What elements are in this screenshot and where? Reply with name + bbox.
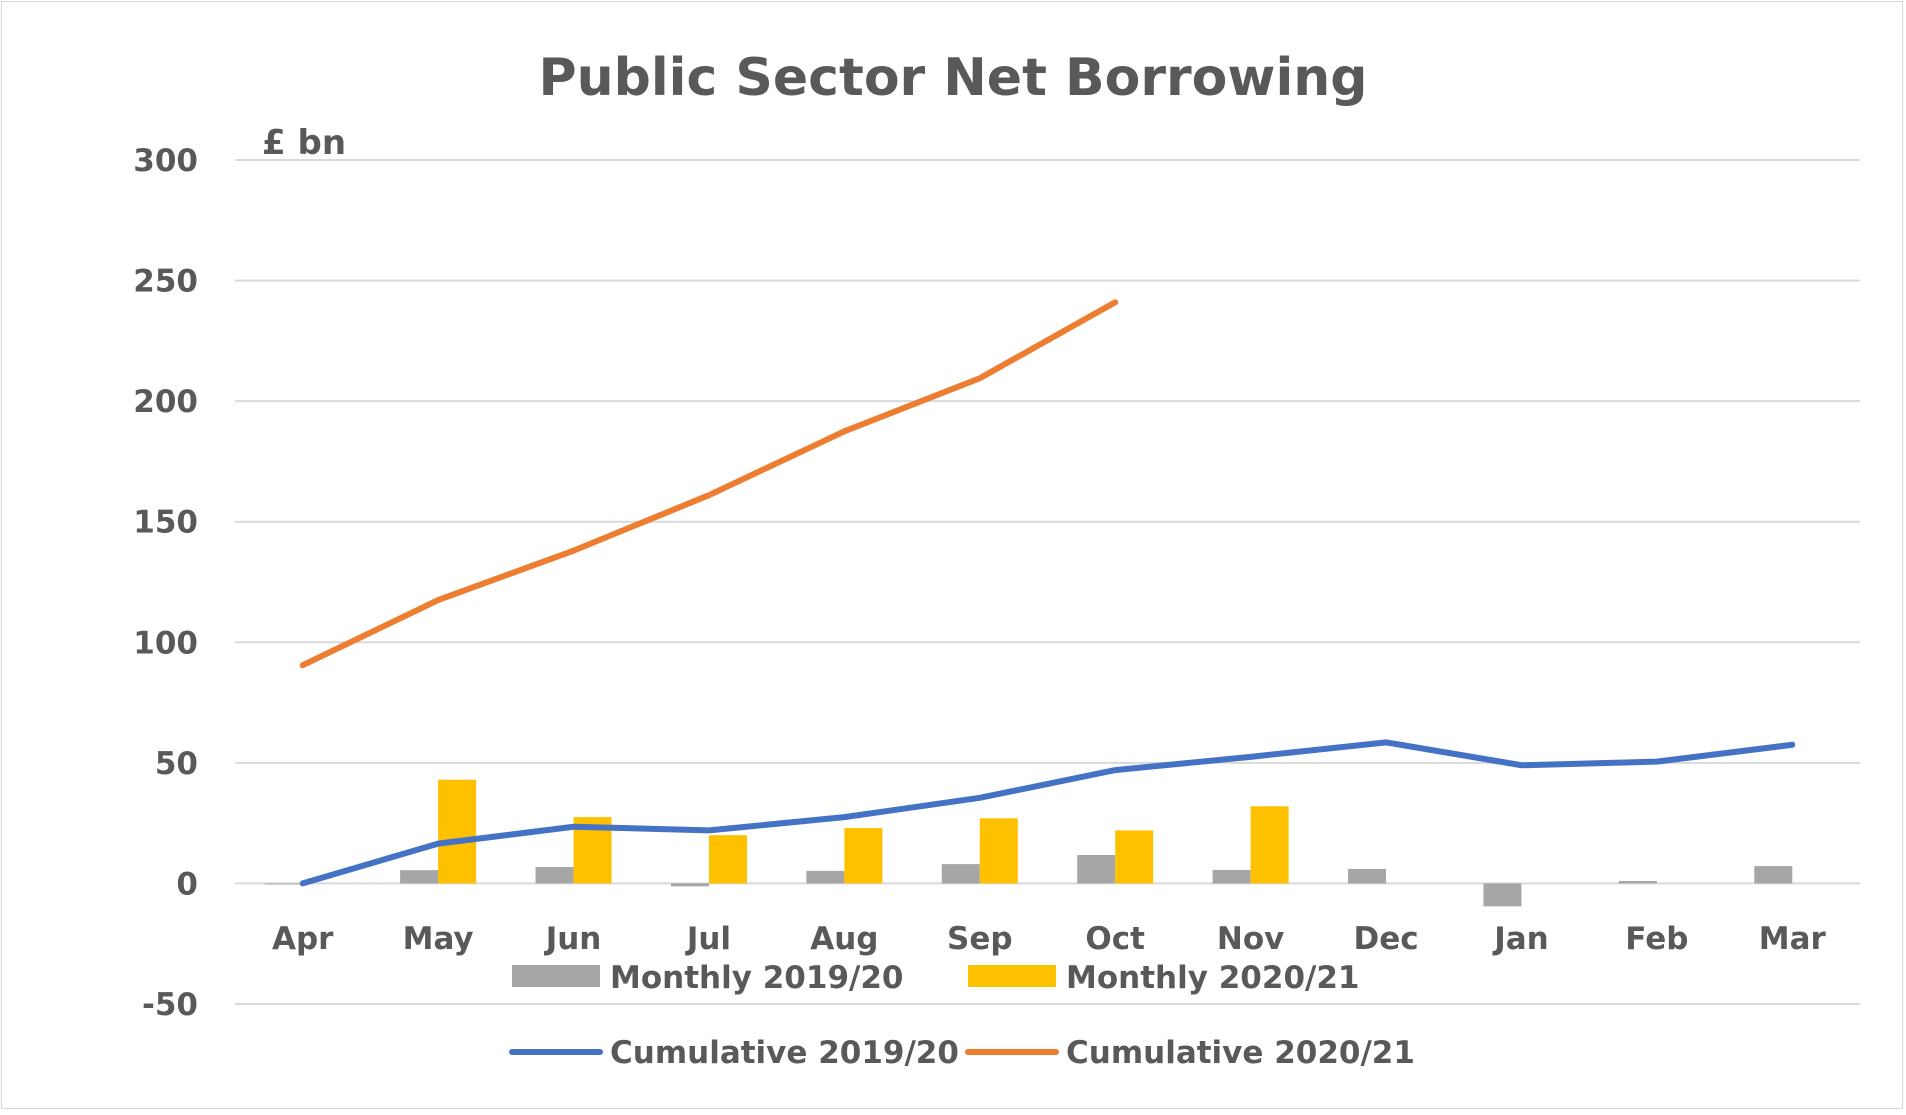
bar (1754, 866, 1793, 884)
legend: Monthly 2019/20 Monthly 2020/21 Cumulative… (509, 960, 1415, 1071)
x-tick-label: Oct (1085, 921, 1145, 957)
bar (535, 867, 574, 884)
y-tick-label: 200 (133, 384, 198, 420)
bar (1483, 883, 1522, 907)
bar (1212, 869, 1251, 884)
chart-title: Public Sector Net Borrowing (538, 48, 1367, 108)
bar (400, 870, 439, 884)
y-tick-label: 150 (133, 505, 198, 541)
x-tick-label: Apr (272, 921, 334, 957)
legend-swatch (512, 965, 600, 987)
bar (1618, 881, 1657, 884)
y-tick-label: 0 (176, 866, 198, 902)
bar (264, 883, 303, 885)
x-tick-label: Jul (685, 921, 731, 957)
y-axis-ticks: 300 250 200 150 100 50 0 -50 (133, 143, 198, 1023)
bar (1250, 806, 1289, 884)
bar (708, 835, 747, 884)
unit-label: £ bn (262, 123, 346, 163)
y-tick-label: 100 (133, 625, 198, 661)
bar (941, 864, 980, 884)
lines (299, 299, 1796, 887)
gridlines (235, 159, 1860, 1005)
legend-label: Monthly 2019/20 (610, 960, 903, 996)
x-tick-label: Mar (1759, 921, 1827, 957)
y-tick-label: 250 (133, 264, 198, 300)
x-tick-label: Feb (1625, 921, 1688, 957)
series-line (299, 299, 1119, 669)
bar (1115, 830, 1154, 884)
bar (670, 883, 709, 887)
bar (806, 870, 845, 884)
bar (1077, 854, 1116, 884)
bars (264, 779, 1793, 907)
y-tick-label: 50 (155, 746, 198, 782)
series-line (299, 739, 1796, 887)
legend-label: Monthly 2020/21 (1066, 960, 1359, 996)
bar (1348, 868, 1387, 884)
x-tick-label: Jan (1492, 921, 1549, 957)
bar (438, 779, 477, 884)
bar (979, 818, 1018, 884)
bar (844, 827, 883, 884)
x-tick-label: Sep (947, 921, 1013, 957)
legend-label: Cumulative 2019/20 (610, 1035, 959, 1071)
x-axis-ticks: Apr May Jun Jul Aug Sep Oct Nov Dec Jan Feb Mar (272, 921, 1827, 957)
legend-label: Cumulative 2020/21 (1066, 1035, 1415, 1071)
x-tick-label: Jun (544, 921, 602, 957)
x-tick-label: Aug (810, 921, 878, 957)
legend-swatch (968, 965, 1056, 987)
x-tick-label: May (403, 921, 474, 957)
y-tick-label: 300 (133, 143, 198, 179)
x-tick-label: Dec (1353, 921, 1418, 957)
y-tick-label: -50 (142, 987, 198, 1023)
x-tick-label: Nov (1217, 921, 1284, 957)
